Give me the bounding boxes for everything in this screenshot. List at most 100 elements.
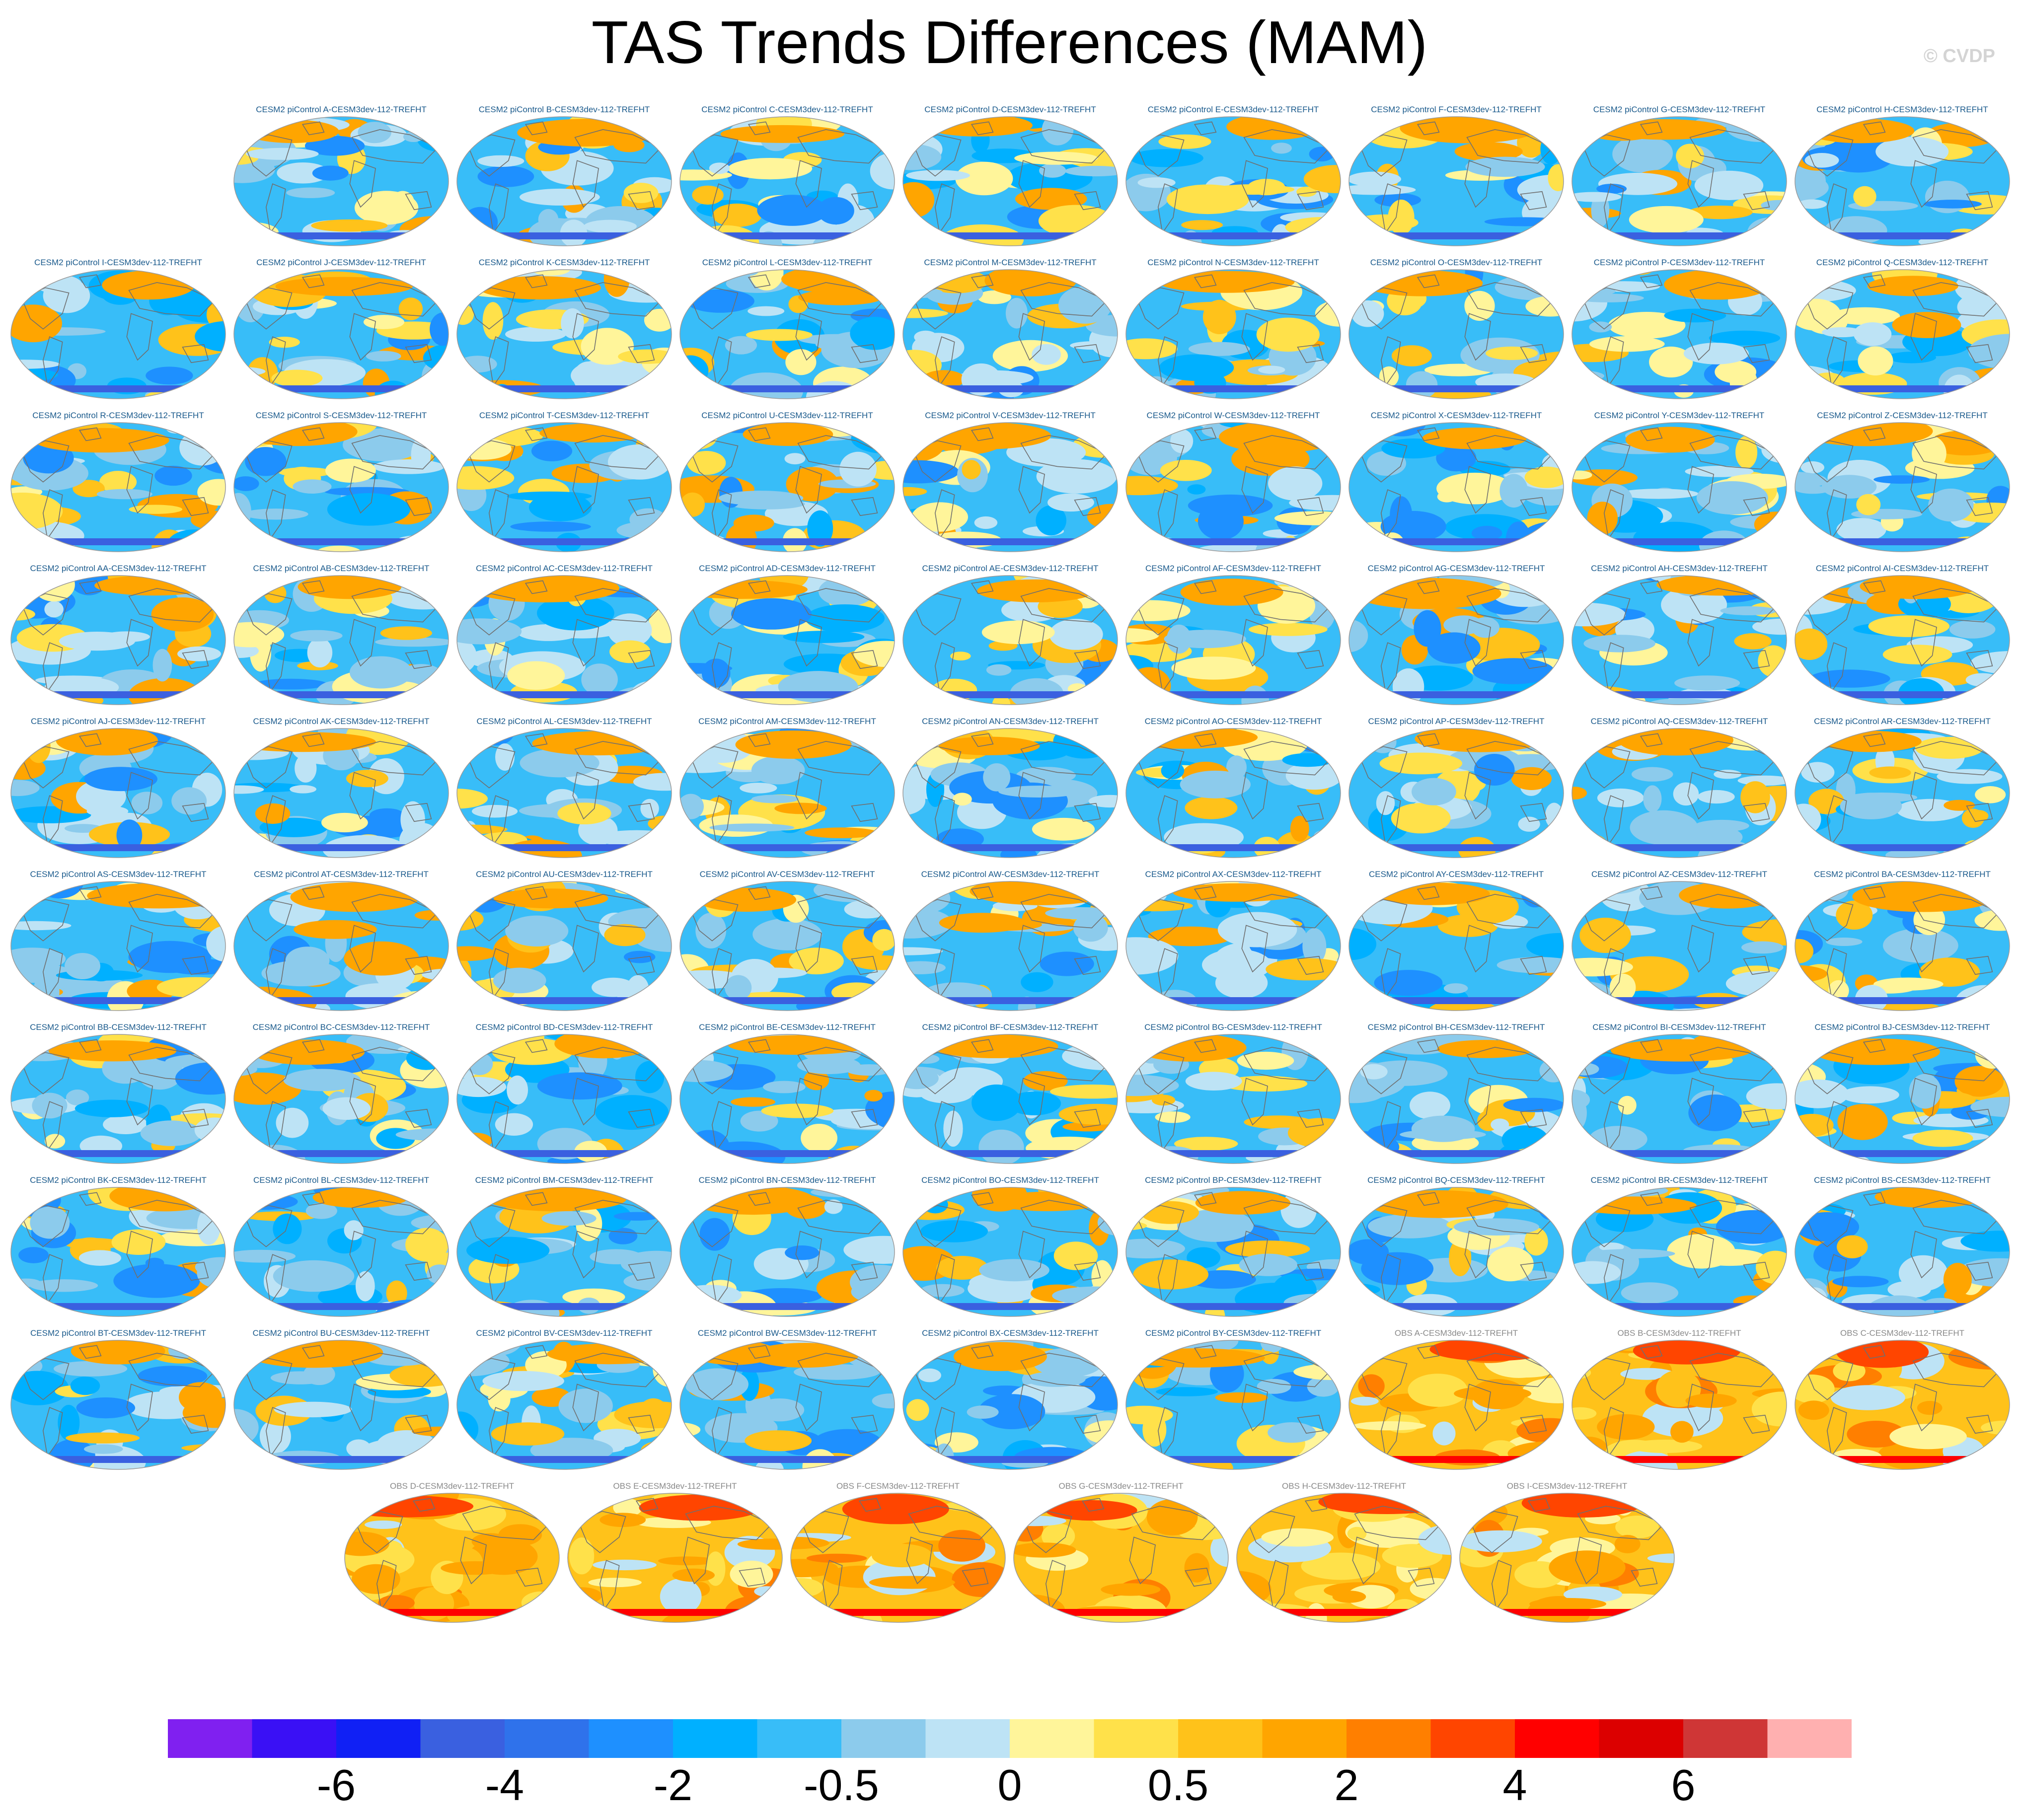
anomaly-region xyxy=(962,460,981,480)
anomaly-region xyxy=(66,1432,140,1444)
anomaly-region xyxy=(466,1052,493,1075)
map-boundary xyxy=(1795,881,2010,1011)
robinson-map xyxy=(344,1493,560,1623)
map-panel: CESM2 piControl E-CESM3dev-112-TREFHT xyxy=(1124,104,1343,248)
anomaly-region xyxy=(286,187,335,198)
map-panel: CESM2 piControl AO-CESM3dev-112-TREFHT xyxy=(1124,716,1343,860)
colorbar-tick-label: 0.5 xyxy=(1147,1760,1209,1810)
coastline xyxy=(524,733,548,747)
anomaly-region xyxy=(75,1099,149,1117)
coastline xyxy=(690,899,739,942)
anomaly-region xyxy=(1943,1263,1972,1297)
panel-label: CESM2 piControl W-CESM3dev-112-TREFHT xyxy=(1146,411,1320,420)
anomaly-region xyxy=(1079,1150,1118,1164)
anomaly-region xyxy=(541,1211,597,1226)
robinson-map xyxy=(1571,1340,1787,1470)
anomaly-region xyxy=(752,918,823,950)
anomaly-region xyxy=(867,1187,891,1206)
coastline xyxy=(301,121,325,136)
anomaly-region xyxy=(1572,1340,1605,1354)
coastline xyxy=(1157,1101,1178,1152)
coastline xyxy=(628,1108,655,1128)
map-panel: CESM2 piControl BA-CESM3dev-112-TREFHT xyxy=(1793,869,2012,1013)
panel-label: CESM2 piControl BP-CESM3dev-112-TREFHT xyxy=(1145,1175,1322,1185)
anomaly-region xyxy=(1221,1076,1308,1092)
coastline xyxy=(78,886,102,900)
coastline xyxy=(244,1052,293,1094)
coastline xyxy=(126,1231,153,1279)
anomaly-region xyxy=(457,946,497,961)
map-boundary xyxy=(1125,1187,1341,1317)
coastline xyxy=(351,282,439,317)
coastline xyxy=(1243,282,1331,317)
anomaly-region xyxy=(1501,1125,1549,1154)
northern-warm-anomaly xyxy=(1625,427,1715,453)
coastline xyxy=(301,427,325,441)
anomaly-region xyxy=(1583,635,1655,653)
coastline xyxy=(1136,134,1185,177)
anomaly-region xyxy=(1572,602,1626,627)
panel-label: CESM2 piControl BO-CESM3dev-112-TREFHT xyxy=(921,1175,1099,1185)
anomaly-region xyxy=(785,349,817,375)
coastline xyxy=(1359,134,1408,177)
anomaly-region xyxy=(1185,1072,1242,1091)
robinson-map xyxy=(1795,269,2010,399)
anomaly-region xyxy=(1635,1285,1656,1302)
panel-label: OBS E-CESM3dev-112-TREFHT xyxy=(613,1481,737,1491)
coastline xyxy=(1297,802,1324,822)
anomaly-region xyxy=(917,547,968,552)
anomaly-region xyxy=(979,1259,1049,1282)
coastline xyxy=(1805,1358,1854,1400)
panel-label: CESM2 piControl U-CESM3dev-112-TREFHT xyxy=(701,411,873,420)
southern-ocean-anomaly xyxy=(1823,385,1982,392)
coastline xyxy=(1577,1506,1664,1540)
southern-ocean-anomaly xyxy=(262,1303,421,1310)
anomaly-region xyxy=(1261,1528,1334,1547)
colorbar-swatch xyxy=(1515,1719,1600,1758)
coastline xyxy=(1603,642,1624,693)
anomaly-region xyxy=(488,1386,511,1412)
southern-ocean-anomaly xyxy=(596,1609,754,1616)
anomaly-region xyxy=(290,785,316,794)
anomaly-region xyxy=(1577,834,1609,858)
coastline xyxy=(42,1407,63,1458)
anomaly-region xyxy=(680,1344,705,1366)
coastline xyxy=(1157,336,1178,387)
coastline xyxy=(21,1205,70,1247)
anomaly-region xyxy=(1869,766,1911,779)
anomaly-region xyxy=(472,804,518,818)
anomaly-region xyxy=(405,1228,449,1262)
anomaly-region xyxy=(507,661,565,690)
robinson-map xyxy=(902,269,1118,399)
anomaly-region xyxy=(1837,1235,1868,1258)
anomaly-region xyxy=(850,317,895,350)
panel-label: CESM2 piControl AI-CESM3dev-112-TREFHT xyxy=(1815,564,1989,573)
anomaly-region xyxy=(1801,762,1835,783)
anomaly-region xyxy=(1734,633,1772,650)
coastline xyxy=(1805,593,1854,636)
anomaly-region xyxy=(1524,466,1564,488)
coastline xyxy=(1863,274,1886,289)
panel-label: CESM2 piControl BJ-CESM3dev-112-TREFHT xyxy=(1814,1022,1990,1032)
coastline xyxy=(1380,489,1401,540)
southern-ocean-anomaly xyxy=(1600,691,1759,698)
southern-ocean-anomaly xyxy=(1377,538,1536,545)
robinson-map xyxy=(1571,1034,1787,1164)
anomaly-region xyxy=(1643,785,1662,812)
map-panel: CESM2 piControl AW-CESM3dev-112-TREFHT xyxy=(901,869,1120,1013)
map-boundary xyxy=(10,881,226,1011)
anomaly-region xyxy=(1358,1374,1385,1398)
anomaly-region xyxy=(495,743,515,771)
panel-label: CESM2 piControl AS-CESM3dev-112-TREFHT xyxy=(30,870,207,879)
anomaly-region xyxy=(417,1451,438,1469)
anomaly-region xyxy=(165,423,186,434)
coastline xyxy=(1074,1108,1101,1128)
anomaly-region xyxy=(1585,270,1608,285)
anomaly-region xyxy=(805,604,885,633)
northern-warm-anomaly xyxy=(938,736,1040,755)
coastline xyxy=(1417,580,1440,594)
northern-warm-anomaly xyxy=(275,277,413,296)
anomaly-region xyxy=(1499,474,1528,508)
anomaly-region xyxy=(1840,793,1902,819)
anomaly-region xyxy=(1025,1371,1086,1387)
